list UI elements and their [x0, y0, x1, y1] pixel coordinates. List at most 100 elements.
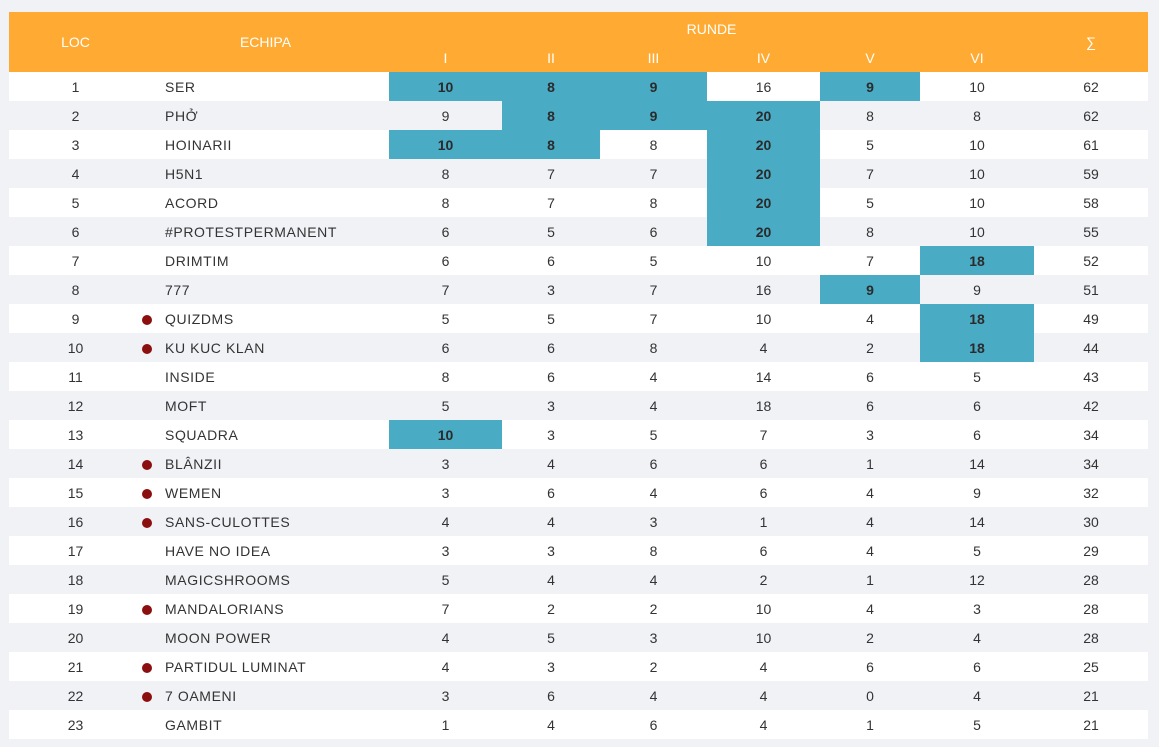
marker-cell — [142, 507, 165, 536]
round-1-score: 7 — [389, 594, 502, 623]
round-6-score: 5 — [920, 362, 1034, 391]
marker-cell — [142, 420, 165, 449]
round-3-score: 8 — [600, 130, 707, 159]
header-sum[interactable]: ∑ — [1034, 12, 1148, 72]
round-3-score: 3 — [600, 507, 707, 536]
round-6-score: 3 — [920, 594, 1034, 623]
marker-cell — [142, 449, 165, 478]
round-5-score: 6 — [820, 391, 920, 420]
total-score: 30 — [1034, 507, 1148, 536]
rank-cell: 6 — [9, 217, 142, 246]
team-marker-dot-icon — [142, 343, 152, 354]
round-6-score: 18 — [920, 333, 1034, 362]
header-round-6[interactable]: VI — [920, 44, 1034, 72]
round-5-score: 6 — [820, 652, 920, 681]
round-5-score: 2 — [820, 333, 920, 362]
rank-cell: 19 — [9, 594, 142, 623]
total-score: 28 — [1034, 623, 1148, 652]
round-5-score: 6 — [820, 362, 920, 391]
round-3-score: 4 — [600, 391, 707, 420]
marker-cell — [142, 304, 165, 333]
team-name: 777 — [165, 275, 389, 304]
round-2-score: 6 — [502, 246, 600, 275]
team-name: HAVE NO IDEA — [165, 536, 389, 565]
table-row: 12 MOFT 5 3 4 18 6 6 42 — [9, 391, 1148, 420]
round-3-score: 9 — [600, 101, 707, 130]
team-name: WEMEN — [165, 478, 389, 507]
table-row: 5 ACORD 8 7 8 20 5 10 58 — [9, 188, 1148, 217]
round-2-score: 3 — [502, 652, 600, 681]
round-1-score: 4 — [389, 507, 502, 536]
round-1-score: 5 — [389, 565, 502, 594]
table-row: 9 QUIZDMS 5 5 7 10 4 18 49 — [9, 304, 1148, 333]
round-3-score: 8 — [600, 188, 707, 217]
round-5-score: 5 — [820, 130, 920, 159]
table-row: 23 GAMBIT 1 4 6 4 1 5 21 — [9, 710, 1148, 739]
rank-cell: 9 — [9, 304, 142, 333]
rank-cell: 8 — [9, 275, 142, 304]
total-score: 49 — [1034, 304, 1148, 333]
rank-cell: 18 — [9, 565, 142, 594]
total-score: 43 — [1034, 362, 1148, 391]
round-4-score: 1 — [707, 507, 820, 536]
round-2-score: 3 — [502, 275, 600, 304]
round-3-score: 2 — [600, 652, 707, 681]
standings-table: LOC ECHIPA RUNDE ∑ I II III IV V VI 1 SER… — [9, 12, 1148, 739]
header-round-5[interactable]: V — [820, 44, 920, 72]
table-row: 11 INSIDE 8 6 4 14 6 5 43 — [9, 362, 1148, 391]
round-3-score: 8 — [600, 536, 707, 565]
table-header: LOC ECHIPA RUNDE ∑ I II III IV V VI — [9, 12, 1148, 72]
round-3-score: 7 — [600, 304, 707, 333]
team-name: QUIZDMS — [165, 304, 389, 333]
marker-cell — [142, 217, 165, 246]
header-round-2[interactable]: II — [502, 44, 600, 72]
table-row: 4 H5N1 8 7 7 20 7 10 59 — [9, 159, 1148, 188]
round-5-score: 1 — [820, 710, 920, 739]
round-6-score: 9 — [920, 478, 1034, 507]
team-marker-dot-icon — [142, 604, 152, 615]
round-1-score: 10 — [389, 130, 502, 159]
total-score: 34 — [1034, 420, 1148, 449]
round-1-score: 7 — [389, 275, 502, 304]
table-row: 17 HAVE NO IDEA 3 3 8 6 4 5 29 — [9, 536, 1148, 565]
header-loc[interactable]: LOC — [9, 12, 142, 72]
round-1-score: 10 — [389, 72, 502, 101]
round-1-score: 3 — [389, 449, 502, 478]
marker-cell — [142, 681, 165, 710]
header-round-4[interactable]: IV — [707, 44, 820, 72]
round-2-score: 3 — [502, 391, 600, 420]
team-name: MANDALORIANS — [165, 594, 389, 623]
round-2-score: 6 — [502, 333, 600, 362]
total-score: 21 — [1034, 681, 1148, 710]
round-4-score: 20 — [707, 217, 820, 246]
team-name: H5N1 — [165, 159, 389, 188]
round-4-score: 6 — [707, 536, 820, 565]
team-name: ACORD — [165, 188, 389, 217]
round-4-score: 4 — [707, 333, 820, 362]
round-6-score: 4 — [920, 623, 1034, 652]
round-5-score: 1 — [820, 565, 920, 594]
table-row: 18 MAGICSHROOMS 5 4 4 2 1 12 28 — [9, 565, 1148, 594]
round-5-score: 4 — [820, 594, 920, 623]
round-1-score: 3 — [389, 681, 502, 710]
round-5-score: 4 — [820, 507, 920, 536]
table-row: 20 MOON POWER 4 5 3 10 2 4 28 — [9, 623, 1148, 652]
header-round-3[interactable]: III — [600, 44, 707, 72]
team-name: PHỞ — [165, 101, 389, 130]
marker-cell — [142, 333, 165, 362]
total-score: 51 — [1034, 275, 1148, 304]
header-round-1[interactable]: I — [389, 44, 502, 72]
rank-cell: 22 — [9, 681, 142, 710]
team-name: KU KUC KLAN — [165, 333, 389, 362]
rank-cell: 21 — [9, 652, 142, 681]
round-2-score: 6 — [502, 681, 600, 710]
round-1-score: 4 — [389, 652, 502, 681]
header-echipa[interactable]: ECHIPA — [142, 12, 389, 72]
round-4-score: 10 — [707, 623, 820, 652]
round-4-score: 20 — [707, 101, 820, 130]
rank-cell: 16 — [9, 507, 142, 536]
total-score: 52 — [1034, 246, 1148, 275]
round-6-score: 6 — [920, 420, 1034, 449]
round-6-score: 10 — [920, 159, 1034, 188]
header-runde: RUNDE — [389, 12, 1034, 44]
